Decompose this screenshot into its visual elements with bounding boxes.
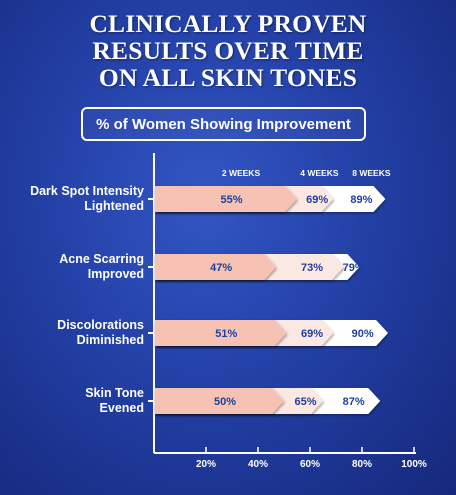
category-label: Diminished: [77, 333, 144, 347]
series-header-label: 8 WEEKS: [352, 168, 391, 178]
bar-2-weeks: [155, 388, 284, 414]
category-label: Skin Tone: [85, 386, 144, 400]
title-line-1: CLINICALLY PROVEN: [89, 9, 367, 38]
data-label: 50%: [214, 396, 236, 408]
data-label: 90%: [352, 328, 374, 340]
category-label: Evened: [100, 401, 144, 415]
subtitle-box: % of Women Showing Improvement: [81, 107, 366, 141]
data-label: 55%: [220, 194, 242, 206]
bar-2-weeks: [155, 186, 297, 212]
data-label: 47%: [210, 262, 232, 274]
category-label: Discolorations: [57, 318, 144, 332]
series-header-label: 2 WEEKS: [222, 168, 261, 178]
chart-title: CLINICALLY PROVEN RESULTS OVER TIME ON A…: [0, 10, 456, 91]
category-label: Acne Scarring: [59, 252, 144, 266]
bar-2-weeks: [155, 254, 277, 280]
category-label: Dark Spot Intensity: [30, 184, 144, 198]
x-tick-label: 80%: [352, 459, 372, 470]
data-label: 73%: [301, 262, 323, 274]
category-label: Improved: [88, 267, 144, 281]
x-tick-label: 60%: [300, 459, 320, 470]
x-tick-label: 20%: [196, 459, 216, 470]
data-label: 89%: [350, 194, 372, 206]
x-tick-label: 100%: [401, 459, 427, 470]
series-header-label: 4 WEEKS: [300, 168, 339, 178]
data-label: 79%: [343, 262, 365, 274]
x-tick-label: 40%: [248, 459, 268, 470]
data-label: 87%: [343, 396, 365, 408]
title-line-3: ON ALL SKIN TONES: [98, 63, 358, 92]
bar-2-weeks: [155, 320, 287, 346]
category-label: Lightened: [84, 199, 144, 213]
data-label: 51%: [215, 328, 237, 340]
data-label: 65%: [294, 396, 316, 408]
data-label: 69%: [301, 328, 323, 340]
chart-subtitle: % of Women Showing Improvement: [96, 115, 351, 133]
data-label: 69%: [306, 194, 328, 206]
title-line-2: RESULTS OVER TIME: [92, 36, 364, 65]
